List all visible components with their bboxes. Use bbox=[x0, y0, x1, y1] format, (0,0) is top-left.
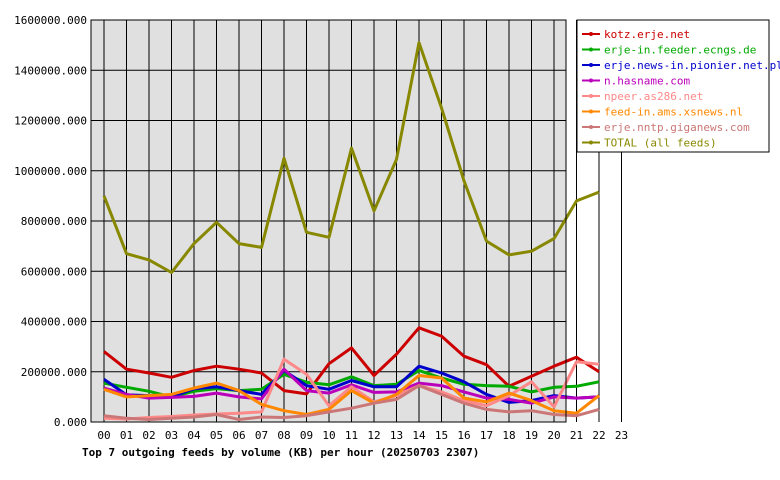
legend-label-0: kotz.erje.net bbox=[604, 28, 690, 41]
x-tick-label-19: 19 bbox=[525, 429, 538, 442]
legend-label-1: erje-in.feeder.ecngs.de bbox=[604, 44, 756, 57]
x-tick-label-10: 10 bbox=[322, 429, 335, 442]
x-tick-label-02: 02 bbox=[142, 429, 155, 442]
series-line-0 bbox=[103, 326, 600, 396]
y-tick-label-4: 800000.000 bbox=[21, 215, 87, 228]
y-tick-label-7: 1400000.000 bbox=[14, 64, 87, 77]
grid-lines bbox=[91, 19, 622, 423]
series-line-4 bbox=[103, 357, 600, 421]
y-tick-label-8: 1600000.000 bbox=[14, 14, 87, 27]
series-line-5 bbox=[103, 374, 600, 416]
series-line-1 bbox=[103, 369, 600, 399]
legend-marker-6 bbox=[589, 125, 593, 129]
y-tick-label-5: 1000000.000 bbox=[14, 165, 87, 178]
x-tick-label-08: 08 bbox=[277, 429, 290, 442]
legend-label-3: n.hasname.com bbox=[604, 75, 690, 88]
x-tick-label-22: 22 bbox=[592, 429, 605, 442]
x-tick-label-12: 12 bbox=[367, 429, 380, 442]
y-tick-label-0: 0.000 bbox=[54, 416, 87, 429]
y-tick-label-6: 1200000.000 bbox=[14, 115, 87, 128]
series-line-3 bbox=[103, 367, 600, 405]
x-tick-label-13: 13 bbox=[390, 429, 403, 442]
legend-label-2: erje.news-in.pionier.net.pl bbox=[604, 59, 780, 72]
legend-label-7: TOTAL (all feeds) bbox=[604, 137, 717, 150]
y-axis-ticks: 0.000 200000.000 400000.000 600000.000 80000… bbox=[14, 14, 87, 429]
y-tick-label-2: 400000.000 bbox=[21, 316, 87, 329]
x-axis-ticks: 00 01 02 03 04 05 06 07 08 09 10 11 12 13 14 15 16 17 18 19… bbox=[97, 429, 628, 442]
x-tick-label-20: 20 bbox=[547, 429, 560, 442]
x-tick-label-05: 05 bbox=[210, 429, 223, 442]
x-tick-label-14: 14 bbox=[412, 429, 426, 442]
x-tick-label-03: 03 bbox=[165, 429, 178, 442]
legend-marker-4 bbox=[589, 94, 593, 98]
series-lines bbox=[102, 41, 600, 421]
series-line-6 bbox=[103, 384, 600, 421]
chart-title: Top 7 outgoing feeds by volume (KB) per … bbox=[82, 446, 479, 459]
legend-marker-7 bbox=[589, 140, 593, 145]
legend-marker-5 bbox=[589, 109, 593, 114]
legend-label-4: npeer.as286.net bbox=[604, 90, 703, 103]
series-line-7 bbox=[102, 41, 600, 274]
legend-marker-0 bbox=[589, 32, 593, 36]
x-tick-label-06: 06 bbox=[232, 429, 245, 442]
x-tick-label-18: 18 bbox=[502, 429, 515, 442]
x-tick-label-01: 01 bbox=[120, 429, 133, 442]
legend: kotz.erje.net erje-in.feeder.ecngs.de erje… bbox=[576, 19, 780, 153]
x-tick-label-09: 09 bbox=[300, 429, 313, 442]
x-tick-label-07: 07 bbox=[255, 429, 268, 442]
x-tick-label-04: 04 bbox=[187, 429, 201, 442]
x-tick-label-15: 15 bbox=[435, 429, 448, 442]
x-tick-label-23: 23 bbox=[615, 429, 628, 442]
x-tick-label-17: 17 bbox=[480, 429, 493, 442]
x-tick-label-00: 00 bbox=[97, 429, 110, 442]
legend-frame bbox=[576, 19, 770, 153]
plot-frame bbox=[90, 19, 567, 423]
legend-marker-3 bbox=[589, 78, 593, 83]
legend-marker-1 bbox=[589, 47, 593, 52]
legend-marker-2 bbox=[589, 63, 593, 67]
x-tick-label-11: 11 bbox=[345, 429, 358, 442]
legend-label-5: feed-in.ams.xsnews.nl bbox=[604, 106, 743, 119]
x-tick-label-16: 16 bbox=[457, 429, 470, 442]
y-tick-label-3: 600000.000 bbox=[21, 265, 87, 278]
x-tick-label-21: 21 bbox=[570, 429, 583, 442]
legend-label-6: erje.nntp.giganews.com bbox=[604, 121, 750, 134]
y-tick-label-1: 200000.000 bbox=[21, 366, 87, 379]
